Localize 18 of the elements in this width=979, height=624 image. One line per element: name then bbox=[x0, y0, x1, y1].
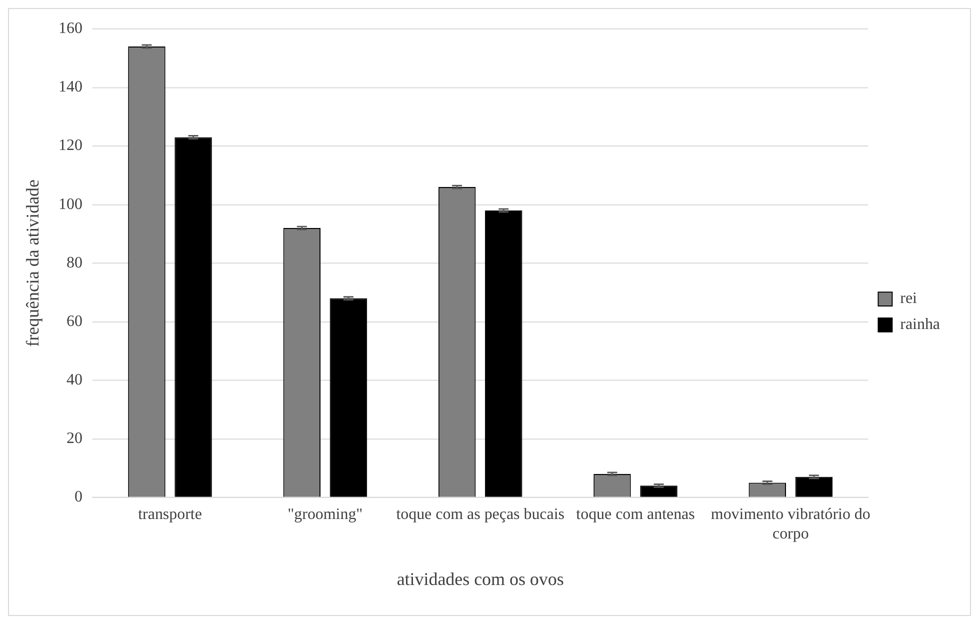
y-tick-label: 120 bbox=[58, 137, 82, 154]
legend-label: rei bbox=[900, 290, 918, 308]
y-axis-title: frequência da atividade bbox=[22, 180, 42, 347]
x-tick-label: toque com antenas bbox=[576, 506, 695, 524]
y-tick-label: 0 bbox=[74, 488, 82, 506]
x-tick-label: movimento vibratório do corpo bbox=[710, 506, 870, 542]
y-tick-label: 60 bbox=[66, 312, 82, 330]
y-tick-label: 100 bbox=[58, 196, 82, 213]
x-tick-label: "grooming" bbox=[288, 506, 363, 524]
y-tick-label: 140 bbox=[58, 78, 82, 96]
x-tick-label: transporte bbox=[138, 506, 202, 524]
x-tick-label: toque com as peças bucais bbox=[396, 506, 564, 524]
legend-label: rainha bbox=[900, 316, 940, 334]
x-axis-title: atividades com os ovos bbox=[396, 569, 564, 590]
y-tick-label: 160 bbox=[58, 20, 82, 38]
y-tick-label: 20 bbox=[66, 430, 82, 448]
y-tick-label: 80 bbox=[66, 254, 82, 272]
y-tick-label: 40 bbox=[66, 371, 82, 388]
